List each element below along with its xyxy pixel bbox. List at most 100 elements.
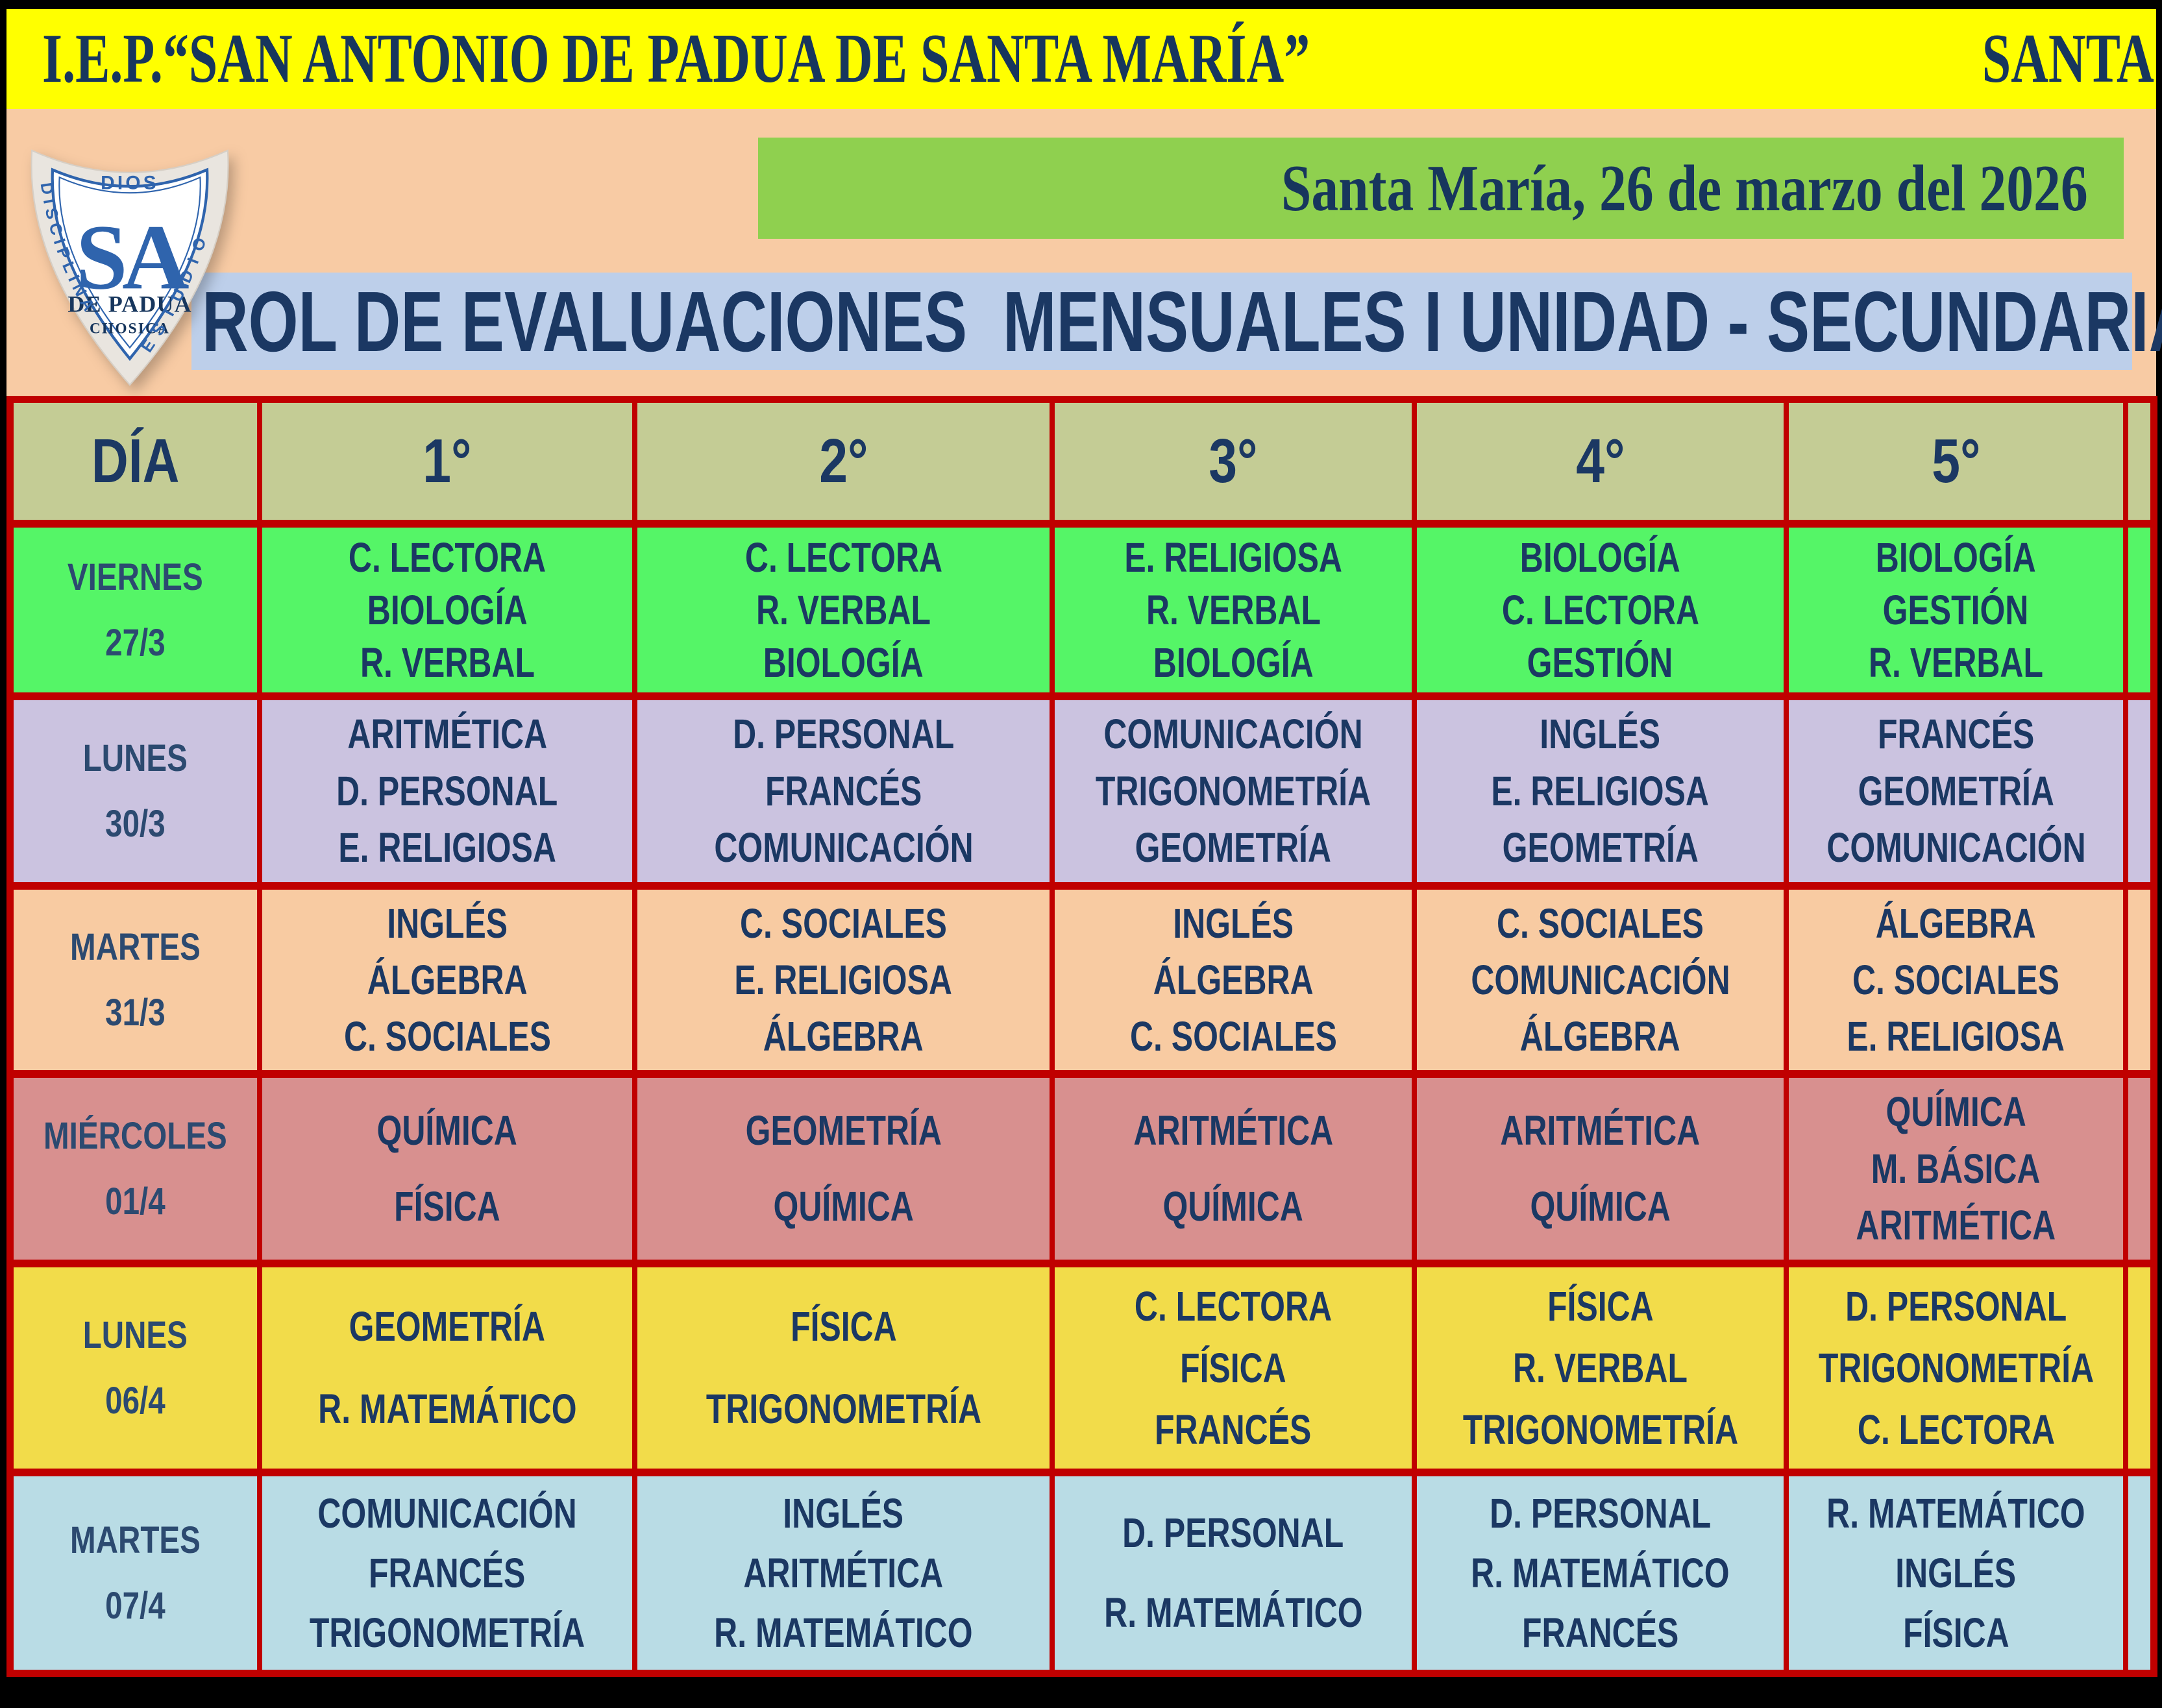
subject-label: R. MATEMÁTICO	[714, 1609, 973, 1656]
subjects-cell-row2-grade2: D. PERSONAL FRANCÉS COMUNICACIÓN	[637, 700, 1050, 882]
row-ghost-1	[2128, 528, 2150, 692]
subject-label: BIOLOGÍA	[763, 639, 924, 686]
subject-label: R. VERBAL	[1512, 1344, 1688, 1391]
subject-label: TRIGONOMETRÍA	[1095, 767, 1371, 814]
subjects-cell-row5-grade5: D. PERSONAL TRIGONOMETRÍA C. LECTORA	[1789, 1267, 2123, 1469]
date-banner: Santa María, 26 de marzo del 2026	[758, 138, 2124, 239]
subject-label: QUÍMICA	[1886, 1088, 2026, 1136]
school-logo-icon: DIOS SA DE PADUA CHOSICA DISCIPLINA ESTU…	[31, 149, 229, 386]
subjects-cell-row1-grade5: BIOLOGÍA GESTIÓN R. VERBAL	[1789, 528, 2123, 692]
subject-label: QUÍMICA	[773, 1183, 914, 1230]
subjects-cell-row4-grade2: GEOMETRÍA QUÍMICA	[637, 1078, 1050, 1260]
subject-label: FÍSICA	[790, 1303, 897, 1350]
subject-label: C. LECTORA	[1857, 1406, 2055, 1453]
page-title: ROL DE EVALUACIONES MENSUALES I UNIDAD -…	[201, 273, 2162, 369]
subject-label: INGLÉS	[1540, 711, 1661, 758]
subject-label: GEOMETRÍA	[1502, 824, 1699, 872]
subjects-cell-row6-grade2: INGLÉS ARITMÉTICA R. MATEMÁTICO	[637, 1476, 1050, 1670]
row-ghost-4	[2128, 1078, 2150, 1260]
header-label: 2°	[818, 426, 868, 496]
subject-label: R. VERBAL	[1868, 639, 2044, 686]
subject-label: E. RELIGIOSA	[1491, 767, 1710, 814]
subjects-cell-row3-grade2: C. SOCIALES E. RELIGIOSA ÁLGEBRA	[637, 890, 1050, 1070]
subject-label: C. SOCIALES	[1852, 956, 2059, 1003]
subjects-cell-row4-grade1: QUÍMICA FÍSICA	[262, 1078, 632, 1260]
subject-label: ÁLGEBRA	[367, 956, 528, 1003]
subject-label: C. SOCIALES	[740, 899, 947, 947]
subjects-cell-row1-grade3: E. RELIGIOSA R. VERBAL BIOLOGÍA	[1055, 528, 1412, 692]
subjects-cell-row3-grade5: ÁLGEBRA C. SOCIALES E. RELIGIOSA	[1789, 890, 2123, 1070]
subject-label: D. PERSONAL	[336, 767, 558, 814]
subjects-cell-row2-grade4: INGLÉS E. RELIGIOSA GEOMETRÍA	[1417, 700, 1784, 882]
subject-label: FRANCÉS	[1155, 1406, 1312, 1453]
header-cell-grade1: 1°	[262, 403, 632, 520]
subject-label: GEOMETRÍA	[1135, 824, 1332, 872]
date-text: Santa María, 26 de marzo del 2026	[1281, 151, 2088, 225]
subject-label: FÍSICA	[1902, 1609, 2009, 1656]
subject-label: M. BÁSICA	[1871, 1145, 2041, 1192]
subject-label: GESTIÓN	[1527, 639, 1673, 686]
subjects-cell-row5-grade2: FÍSICA TRIGONOMETRÍA	[637, 1267, 1050, 1469]
subject-label: ÁLGEBRA	[1876, 899, 2036, 947]
subject-label: COMUNICACIÓN	[317, 1489, 577, 1537]
subject-label: QUÍMICA	[376, 1107, 518, 1154]
subject-label: FÍSICA	[1180, 1344, 1286, 1391]
header-cell-grade5: 5°	[1789, 403, 2123, 520]
day-name: MARTES	[70, 926, 201, 968]
subject-label: COMUNICACIÓN	[1826, 824, 2086, 872]
subject-label: ARITMÉTICA	[1500, 1107, 1701, 1154]
school-header-banner: I.E.P.“SAN ANTONIO DE PADUA DE SANTA MAR…	[6, 9, 2162, 109]
subjects-cell-row4-grade4: ARITMÉTICA QUÍMICA	[1417, 1078, 1784, 1260]
subject-label: D. PERSONAL	[732, 711, 955, 758]
logo-initials: SA	[76, 206, 189, 309]
subjects-cell-row1-grade2: C. LECTORA R. VERBAL BIOLOGÍA	[637, 528, 1050, 692]
subject-label: INGLÉS	[1173, 899, 1294, 947]
subject-label: C. LECTORA	[348, 533, 547, 581]
subject-label: C. SOCIALES	[1129, 1012, 1337, 1060]
subject-label: BIOLOGÍA	[1520, 533, 1680, 581]
subject-label: ÁLGEBRA	[1520, 1012, 1680, 1060]
subject-label: C. LECTORA	[1501, 586, 1699, 633]
subject-label: BIOLOGÍA	[1153, 639, 1314, 686]
subject-label: R. VERBAL	[360, 639, 535, 686]
subject-label: C. SOCIALES	[1497, 899, 1704, 947]
subject-label: TRIGONOMETRÍA	[1462, 1406, 1738, 1453]
subject-label: BIOLOGÍA	[1876, 533, 2036, 581]
header-cell-dia: DÍA	[14, 403, 257, 520]
subject-label: GEOMETRÍA	[745, 1107, 942, 1154]
subjects-cell-row5-grade1: GEOMETRÍA R. MATEMÁTICO	[262, 1267, 632, 1469]
row-ghost-6	[2128, 1476, 2150, 1670]
subject-label: FÍSICA	[394, 1183, 500, 1230]
subject-label: INGLÉS	[783, 1489, 904, 1537]
subject-label: C. LECTORA	[1134, 1282, 1333, 1330]
header-cell-grade4: 4°	[1417, 403, 1784, 520]
subject-label: ARITMÉTICA	[743, 1549, 944, 1596]
header-cell-grade3: 3°	[1055, 403, 1412, 520]
subjects-cell-row3-grade4: C. SOCIALES COMUNICACIÓN ÁLGEBRA	[1417, 890, 1784, 1070]
header-ghost-cell	[2128, 403, 2150, 520]
subjects-cell-row2-grade3: COMUNICACIÓN TRIGONOMETRÍA GEOMETRÍA	[1055, 700, 1412, 882]
header-cell-grade2: 2°	[637, 403, 1050, 520]
subject-label: D. PERSONAL	[1489, 1489, 1712, 1537]
subject-label: TRIGONOMETRÍA	[706, 1385, 981, 1433]
subjects-cell-row6-grade5: R. MATEMÁTICO INGLÉS FÍSICA	[1789, 1476, 2123, 1670]
subjects-cell-row1-grade4: BIOLOGÍA C. LECTORA GESTIÓN	[1417, 528, 1784, 692]
row-ghost-2	[2128, 700, 2150, 882]
subject-label: E. RELIGIOSA	[338, 824, 556, 872]
subject-label: FRANCÉS	[1877, 711, 2035, 758]
subjects-cell-row4-grade5: QUÍMICA M. BÁSICA ARITMÉTICA	[1789, 1078, 2123, 1260]
day-date: 01/4	[105, 1180, 166, 1223]
subject-label: QUÍMICA	[1162, 1183, 1304, 1230]
day-name: MARTES	[70, 1519, 201, 1561]
subject-label: TRIGONOMETRÍA	[1818, 1344, 2094, 1391]
subject-label: R. MATEMÁTICO	[1826, 1489, 2085, 1537]
subjects-cell-row1-grade1: C. LECTORA BIOLOGÍA R. VERBAL	[262, 528, 632, 692]
subject-label: COMUNICACIÓN	[713, 824, 974, 872]
subject-label: R. VERBAL	[1146, 586, 1321, 633]
subject-label: COMUNICACIÓN	[1470, 956, 1730, 1003]
row-ghost-5	[2128, 1267, 2150, 1469]
subjects-cell-row4-grade3: ARITMÉTICA QUÍMICA	[1055, 1078, 1412, 1260]
subject-label: ARITMÉTICA	[1133, 1107, 1333, 1154]
day-date: 06/4	[105, 1380, 166, 1422]
day-name: VIERNES	[68, 556, 203, 598]
